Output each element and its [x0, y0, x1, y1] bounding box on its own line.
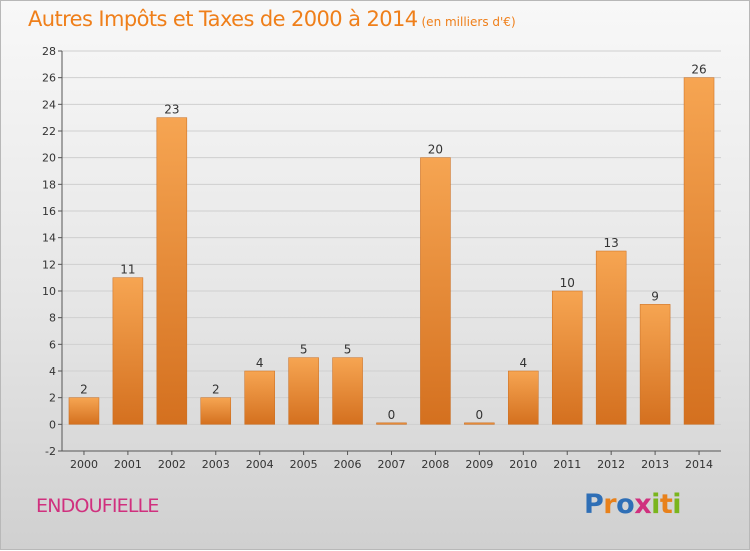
- data-label: 0: [476, 408, 484, 422]
- chart-title-text: Autres Impôts et Taxes de 2000 à 2014: [28, 7, 418, 31]
- x-tick-label: 2006: [334, 458, 362, 471]
- logo-letter: P: [584, 489, 604, 520]
- bar: [156, 117, 188, 425]
- data-label: 5: [344, 343, 352, 357]
- logo-letter: x: [634, 489, 652, 520]
- data-label: 4: [256, 356, 264, 370]
- data-label: 2: [80, 383, 88, 397]
- bar: [551, 290, 583, 425]
- bar: [332, 357, 363, 425]
- bar: [288, 357, 319, 425]
- data-label: 10: [560, 276, 575, 290]
- bar: [376, 422, 407, 425]
- bars: [68, 77, 715, 425]
- y-tick-label: 4: [49, 365, 56, 378]
- data-label: 0: [388, 408, 396, 422]
- data-label: 26: [691, 63, 706, 77]
- x-tick-label: 2003: [202, 458, 230, 471]
- data-label: 11: [120, 263, 135, 277]
- bar: [112, 277, 144, 425]
- bar: [68, 397, 100, 425]
- y-tick-label: -2: [45, 445, 56, 458]
- x-tick-label: 2007: [378, 458, 406, 471]
- data-label: 5: [300, 343, 308, 357]
- y-tick-label: 12: [42, 258, 56, 271]
- x-tick-label: 2002: [158, 458, 186, 471]
- data-labels: 2 11 23 2 4 5 5 0 20 0 4 10 13 9 26: [80, 63, 707, 422]
- data-label: 2: [212, 383, 220, 397]
- logo-letter: t: [659, 489, 673, 520]
- y-tick-label: 28: [42, 45, 56, 58]
- y-tick-label: 6: [49, 338, 56, 351]
- bar: [508, 370, 539, 425]
- y-tick-label: 22: [42, 125, 56, 138]
- y-tick-label: 10: [42, 285, 56, 298]
- x-tick-label: 2010: [509, 458, 537, 471]
- y-tick-label: 16: [42, 205, 56, 218]
- bar: [200, 397, 232, 425]
- x-tick-label: 2009: [465, 458, 493, 471]
- bar: [464, 422, 495, 425]
- data-label: 9: [651, 289, 659, 303]
- bar: [420, 157, 451, 425]
- logo-letter: o: [616, 489, 635, 520]
- data-label: 13: [604, 236, 619, 250]
- proxiti-logo[interactable]: Proxiti: [584, 489, 682, 520]
- x-tick-label: 2000: [70, 458, 98, 471]
- y-tick-label: 20: [42, 152, 56, 165]
- data-label: 20: [428, 143, 443, 157]
- x-tick-label: 2008: [421, 458, 449, 471]
- chart-title: Autres Impôts et Taxes de 2000 à 2014 (en…: [28, 7, 516, 31]
- x-tick-label: 2014: [685, 458, 713, 471]
- bar: [244, 370, 275, 425]
- data-label: 4: [519, 356, 527, 370]
- chart-subtitle: (en milliers d'€): [421, 15, 516, 29]
- x-tick-label: 2011: [553, 458, 581, 471]
- y-tick-label: 2: [49, 392, 56, 405]
- bar: [639, 304, 671, 425]
- y-tick-label: 0: [49, 418, 56, 431]
- logo-letter: r: [603, 489, 617, 520]
- y-tick-label: 8: [49, 312, 56, 325]
- bar: [683, 77, 715, 425]
- logo-letter: i: [651, 489, 660, 520]
- logo-letter: i: [672, 489, 682, 520]
- y-tick-label: 24: [42, 98, 56, 111]
- y-tick-label: 18: [42, 178, 56, 191]
- commune-name: ENDOUFIELLE: [36, 495, 159, 517]
- y-tick-label: 26: [42, 72, 56, 85]
- x-tick-label: 2012: [597, 458, 625, 471]
- bar: [595, 250, 627, 425]
- x-tick-label: 2001: [114, 458, 142, 471]
- y-tick-label: 14: [42, 232, 56, 245]
- data-label: 23: [164, 103, 179, 117]
- x-tick-label: 2005: [290, 458, 318, 471]
- x-tick-label: 2004: [246, 458, 274, 471]
- x-tick-label: 2013: [641, 458, 669, 471]
